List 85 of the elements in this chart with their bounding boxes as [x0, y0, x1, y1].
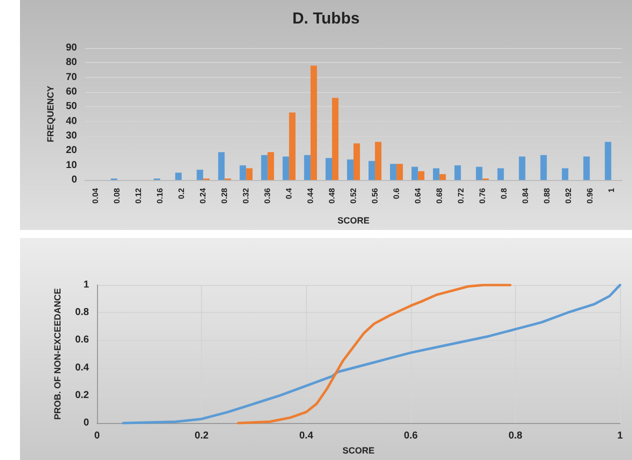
bar [261, 155, 268, 180]
y-tick-label: 90 [66, 42, 78, 54]
bar [268, 152, 274, 180]
y-tick-label: 0.4 [75, 362, 90, 374]
x-tick-label: 0.48 [328, 187, 337, 204]
x-tick-label: 0.28 [220, 187, 230, 204]
x-tick-label: 0.8 [499, 187, 508, 200]
y-tick-label: 40 [66, 116, 78, 127]
bar [439, 174, 446, 180]
x-tick-label: 0.24 [198, 187, 208, 204]
bar [368, 160, 375, 180]
bar [418, 171, 424, 180]
y-tick-label: 70 [66, 72, 78, 83]
x-tick-label: 0.32 [242, 187, 251, 204]
x-tick-label: 0.04 [91, 187, 100, 204]
x-axis-title: SCORE [337, 216, 370, 226]
x-tick-label: 0.64 [413, 187, 422, 204]
bar [454, 165, 461, 180]
bar [347, 159, 354, 180]
bar [497, 168, 504, 180]
bar [540, 155, 547, 180]
bar [390, 164, 396, 180]
x-tick-label: 0.4 [284, 187, 294, 200]
y-tick-label: 0.6 [75, 334, 90, 346]
line-series [122, 284, 622, 424]
y-tick-label: 20 [66, 145, 78, 156]
x-tick-label: 1 [606, 187, 616, 192]
y-tick-label: 0 [83, 418, 90, 429]
bar [604, 142, 612, 180]
x-tick-label: 0.68 [434, 187, 444, 204]
x-tick-label: 0.92 [564, 187, 573, 204]
x-tick-label: 0.76 [478, 187, 487, 204]
y-axis-title: FREQUENCY [45, 86, 56, 142]
bar [240, 165, 246, 180]
bar [246, 168, 253, 180]
x-tick-label: 0 [94, 430, 100, 442]
y-tick-label: 50 [66, 101, 78, 112]
x-tick-label: 0.2 [177, 187, 186, 200]
line-series [236, 284, 512, 424]
x-axis-title: SCORE [342, 446, 375, 456]
bar [310, 66, 317, 180]
y-tick-label: 60 [66, 86, 78, 98]
bar [518, 156, 526, 180]
x-tick-label: 0.52 [349, 187, 358, 204]
y-tick-label: 0 [71, 174, 78, 186]
x-tick-label: 0.96 [585, 187, 594, 204]
bar [583, 156, 590, 180]
x-tick-label: 1 [617, 430, 624, 442]
bar [432, 168, 440, 180]
bar [374, 142, 382, 180]
x-tick-label: 0.4 [299, 430, 314, 442]
y-tick-label: 80 [66, 57, 78, 68]
x-tick-label: 0.36 [263, 187, 272, 204]
bar [289, 112, 296, 180]
x-tick-label: 0.16 [156, 187, 165, 204]
y-tick-label: 0.2 [75, 390, 90, 401]
x-tick-label: 0.6 [392, 187, 401, 200]
bar [396, 164, 403, 180]
x-tick-label: 0.44 [306, 187, 316, 204]
chart-title: D. Tubbs [292, 10, 360, 28]
bar [411, 166, 418, 180]
bar [332, 98, 338, 180]
bar [562, 168, 568, 180]
x-tick-label: 0.08 [112, 187, 122, 204]
x-tick-label: 0.2 [194, 430, 209, 442]
bar [218, 152, 225, 180]
x-tick-label: 0.6 [404, 430, 418, 442]
y-axis-title: PROB. OF NON-EXCEEDANCE [52, 288, 62, 420]
x-tick-label: 0.8 [508, 430, 523, 442]
x-tick-label: 0.88 [542, 187, 552, 204]
y-tick-label: 10 [66, 160, 78, 171]
bar [354, 143, 360, 180]
x-tick-label: 0.12 [134, 187, 144, 204]
y-tick-label: 0.8 [75, 307, 90, 318]
bar [282, 156, 290, 180]
bar [304, 155, 311, 180]
bar [175, 172, 182, 180]
x-tick-label: 0.72 [456, 187, 466, 204]
bar [476, 166, 482, 180]
y-tick-label: 30 [66, 130, 78, 142]
y-tick-label: 1 [83, 280, 90, 290]
x-tick-label: 0.56 [370, 187, 380, 204]
bar [326, 158, 332, 180]
x-tick-label: 0.84 [520, 187, 530, 204]
bar [196, 170, 204, 180]
